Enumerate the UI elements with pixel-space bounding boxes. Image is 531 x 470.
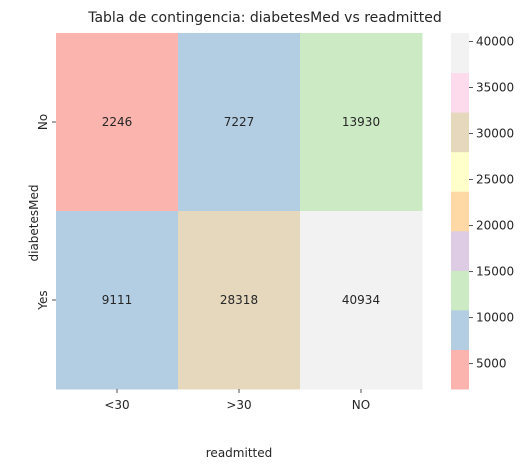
colorbar-tick-label: 30000 xyxy=(476,127,514,141)
colorbar-tick-label: 25000 xyxy=(476,173,514,187)
cell-value-label: 7227 xyxy=(224,115,255,129)
cell-value-label: 13930 xyxy=(342,115,380,129)
colorbar-segment xyxy=(451,112,469,153)
colorbar-tick-label: 5000 xyxy=(476,357,507,371)
x-tick-label: >30 xyxy=(226,398,251,412)
heatmap-cells xyxy=(56,33,423,390)
heatmap-cell xyxy=(178,33,301,212)
y-axis-label: diabetesMed xyxy=(27,185,41,262)
colorbar-segment xyxy=(451,349,469,390)
heatmap-cell xyxy=(300,211,423,390)
x-axis: <30 >30 NO xyxy=(104,389,370,412)
cell-value-label: 40934 xyxy=(342,293,380,307)
x-tick-label: NO xyxy=(352,398,370,412)
y-tick-label: No xyxy=(36,114,50,130)
heatmap-cell xyxy=(56,33,179,212)
colorbar-segment xyxy=(451,151,469,192)
colorbar-segment xyxy=(451,309,469,350)
cell-value-label: 9111 xyxy=(102,293,133,307)
colorbar-tick-label: 20000 xyxy=(476,219,514,233)
colorbar: 5000 10000 15000 20000 25000 30000 35000 40000 xyxy=(451,33,514,390)
y-axis: No Yes xyxy=(36,114,56,311)
y-tick-label: Yes xyxy=(36,290,50,310)
colorbar-tick-label: 10000 xyxy=(476,311,514,325)
colorbar-segment xyxy=(451,72,469,113)
x-tick-label: <30 xyxy=(104,398,129,412)
colorbar-segment xyxy=(451,270,469,311)
colorbar-tick-label: 35000 xyxy=(476,81,514,95)
heatmap-cell xyxy=(178,211,301,390)
heatmap-cell-labels: 2246 7227 13930 9111 28318 40934 xyxy=(102,115,380,307)
colorbar-tick-label: 15000 xyxy=(476,265,514,279)
heatmap-cell xyxy=(56,211,179,390)
x-axis-label: readmitted xyxy=(206,446,272,460)
heatmap-cell xyxy=(300,33,423,212)
colorbar-tick-label: 40000 xyxy=(476,35,514,49)
cell-value-label: 28318 xyxy=(220,293,258,307)
colorbar-segment xyxy=(451,191,469,232)
chart-title: Tabla de contingencia: diabetesMed vs re… xyxy=(87,10,442,26)
cell-value-label: 2246 xyxy=(102,115,133,129)
colorbar-segment xyxy=(451,230,469,271)
colorbar-segment xyxy=(451,33,469,74)
